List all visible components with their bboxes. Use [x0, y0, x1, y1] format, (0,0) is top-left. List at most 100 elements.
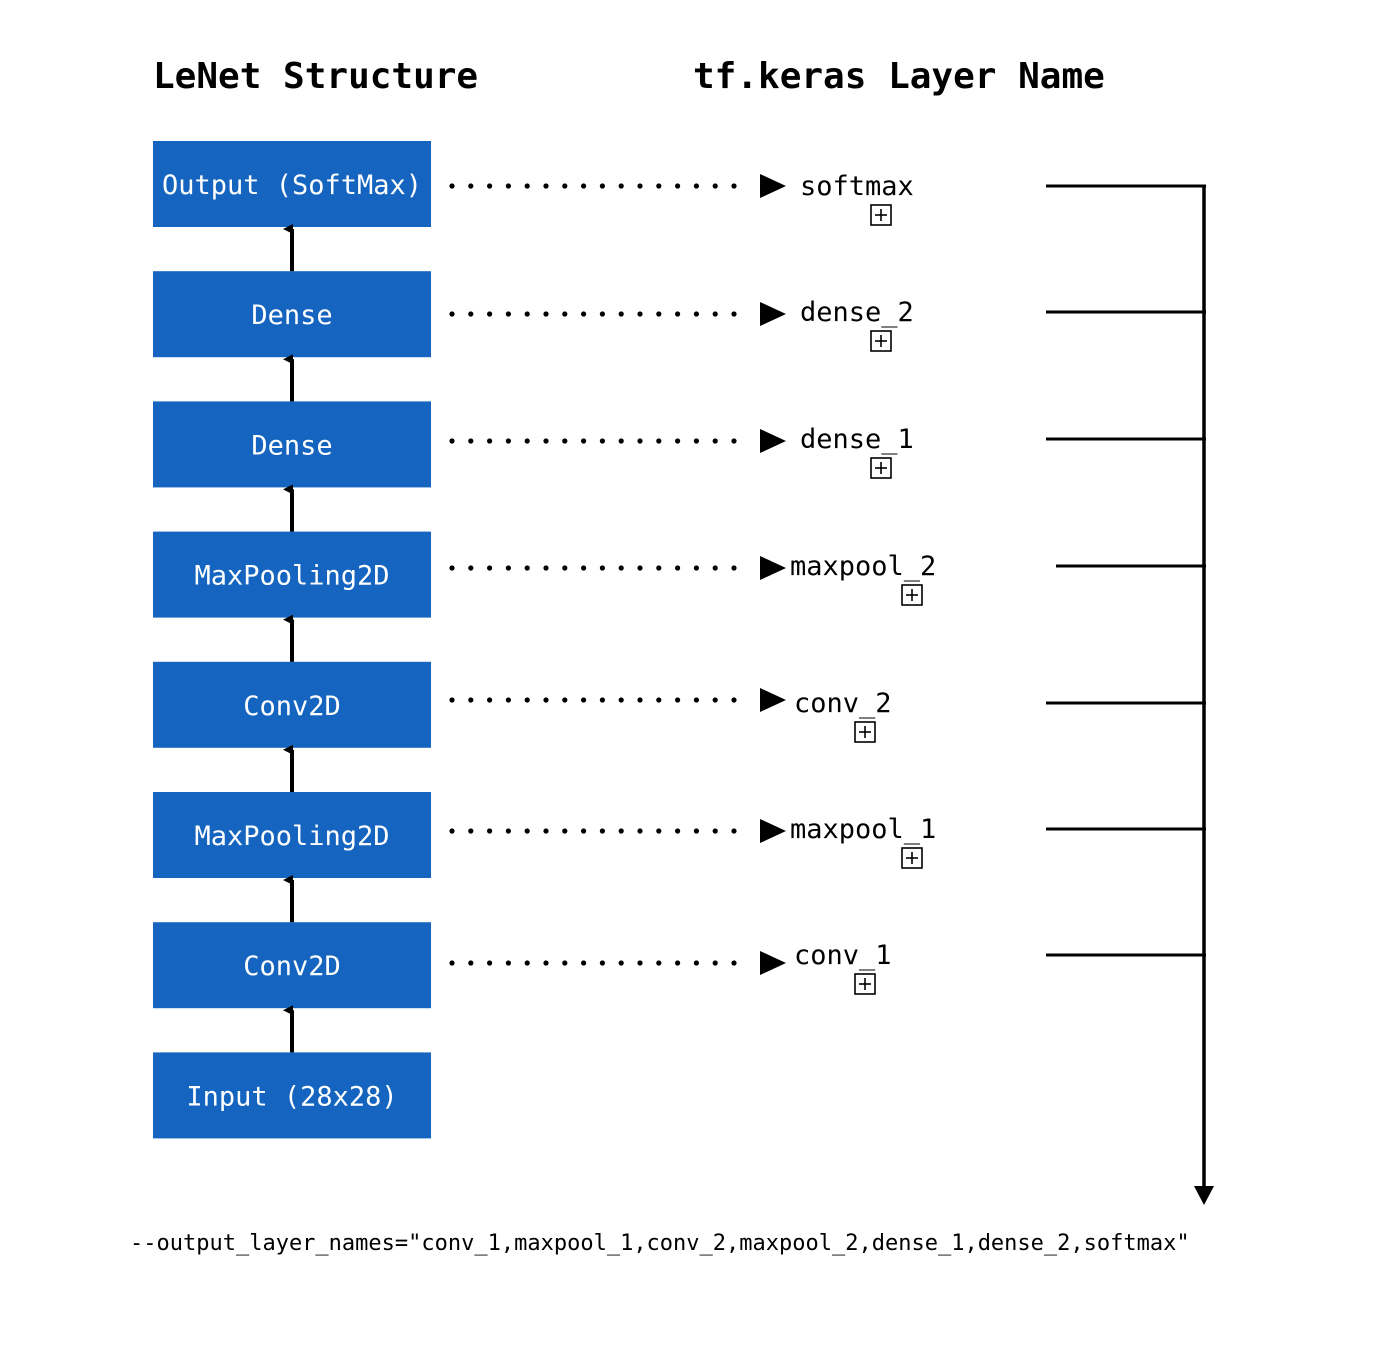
layer-box: Input (28x28) — [153, 1052, 431, 1139]
layer-box-rect — [153, 922, 431, 1009]
layer-box-rect — [153, 792, 431, 878]
connector-dot — [618, 565, 624, 571]
plus-square-icon[interactable] — [870, 457, 892, 479]
connector-dot — [618, 960, 624, 966]
connector-dot — [712, 960, 718, 966]
connector-dot — [693, 960, 700, 966]
connector-dot — [524, 438, 530, 444]
layer-box-rect — [153, 141, 431, 227]
connector-dot — [675, 565, 681, 571]
plus-square-icon[interactable] — [901, 584, 923, 606]
connector-dot — [562, 183, 568, 189]
connector-dot — [543, 311, 549, 317]
connector-dot — [693, 828, 700, 834]
connector-dot — [524, 183, 530, 189]
layer-box-rect — [153, 1052, 431, 1139]
layer-mapping: maxpool_1 — [449, 814, 936, 869]
connector-dot — [599, 183, 606, 189]
connector-dot — [712, 438, 718, 444]
mapping-arrowhead — [760, 819, 786, 843]
connector-dot — [637, 565, 643, 571]
connector-dot — [712, 311, 718, 317]
layer-box: Conv2D — [153, 661, 431, 748]
connector-dot — [637, 311, 643, 317]
layer-box-rect — [153, 531, 431, 618]
layer-box: Dense — [153, 401, 431, 488]
layer-box-rect — [153, 271, 431, 358]
plus-square-icon[interactable] — [870, 330, 892, 352]
plus-square-icon[interactable] — [901, 847, 923, 869]
connector-dot — [656, 565, 662, 571]
connector-dot — [675, 960, 681, 966]
plus-square-icon[interactable] — [854, 721, 876, 743]
output-collector — [1046, 184, 1214, 1205]
connector-dot — [693, 697, 700, 703]
layer-name-column: softmax dense_2 dense_1 maxpool_2 conv_2maxp… — [449, 171, 936, 995]
connector-dot — [487, 697, 493, 703]
connector-dot — [731, 565, 737, 571]
layer-box: Conv2D — [153, 922, 431, 1009]
plus-square-icon[interactable] — [870, 204, 892, 226]
connector-dot — [599, 438, 606, 444]
layer-mapping: dense_2 — [449, 297, 914, 352]
connector-dot — [599, 828, 606, 834]
keras-layer-name: maxpool_1 — [790, 814, 936, 845]
plus-square-icon[interactable] — [854, 973, 876, 995]
keras-layer-name: dense_2 — [800, 297, 914, 328]
keras-layer-name: conv_1 — [794, 940, 892, 971]
connector-dot — [731, 697, 737, 703]
connector-dot — [449, 828, 455, 834]
mapping-arrowhead — [760, 429, 786, 453]
layer-mapping: softmax — [449, 171, 914, 226]
connector-dot — [543, 960, 549, 966]
connector-dot — [599, 311, 606, 317]
connector-dot — [468, 565, 474, 571]
connector-dot — [581, 960, 587, 966]
connector-dot — [524, 960, 530, 966]
structure-column: Output (SoftMax) Dense Dense MaxPooling2D Co… — [153, 141, 431, 1139]
connector-dot — [468, 311, 474, 317]
layer-mapping: dense_1 — [449, 424, 914, 479]
connector-dot — [505, 697, 511, 703]
connector-dot — [505, 828, 511, 834]
connector-dot — [656, 828, 662, 834]
connector-dot — [618, 183, 624, 189]
connector-dot — [562, 565, 568, 571]
connector-dot — [449, 697, 455, 703]
connector-dot — [599, 565, 606, 571]
connector-dot — [543, 697, 549, 703]
connector-dot — [675, 828, 681, 834]
connector-dot — [637, 183, 643, 189]
connector-dot — [543, 438, 549, 444]
connector-dot — [731, 183, 737, 189]
connector-dot — [637, 697, 643, 703]
layer-box: Dense — [153, 271, 431, 358]
connector-dot — [581, 183, 587, 189]
connector-dot — [468, 828, 474, 834]
connector-dot — [562, 311, 568, 317]
connector-dot — [731, 311, 737, 317]
connector-dot — [599, 697, 606, 703]
connector-dot — [618, 828, 624, 834]
layer-mapping: maxpool_2 — [449, 551, 936, 606]
connector-dot — [505, 438, 511, 444]
layer-box-label: MaxPooling2D — [194, 561, 389, 592]
connector-dot — [468, 438, 474, 444]
connector-dot — [468, 183, 474, 189]
mapping-arrowhead — [760, 302, 786, 326]
connector-dot — [562, 438, 568, 444]
output-layer-names-command: --output_layer_names="conv_1,maxpool_1,c… — [130, 1231, 1190, 1256]
connector-dot — [656, 438, 662, 444]
connector-dot — [693, 311, 700, 317]
connector-dot — [637, 438, 643, 444]
keras-layer-name: softmax — [800, 171, 914, 202]
layer-box-label: Conv2D — [243, 691, 341, 722]
connector-dot — [675, 311, 681, 317]
connector-dot — [693, 183, 700, 189]
connector-dot — [693, 565, 700, 571]
connector-dot — [524, 697, 530, 703]
layer-box: MaxPooling2D — [153, 531, 431, 618]
connector-dot — [449, 183, 455, 189]
connector-dot — [524, 565, 530, 571]
connector-dot — [487, 960, 493, 966]
